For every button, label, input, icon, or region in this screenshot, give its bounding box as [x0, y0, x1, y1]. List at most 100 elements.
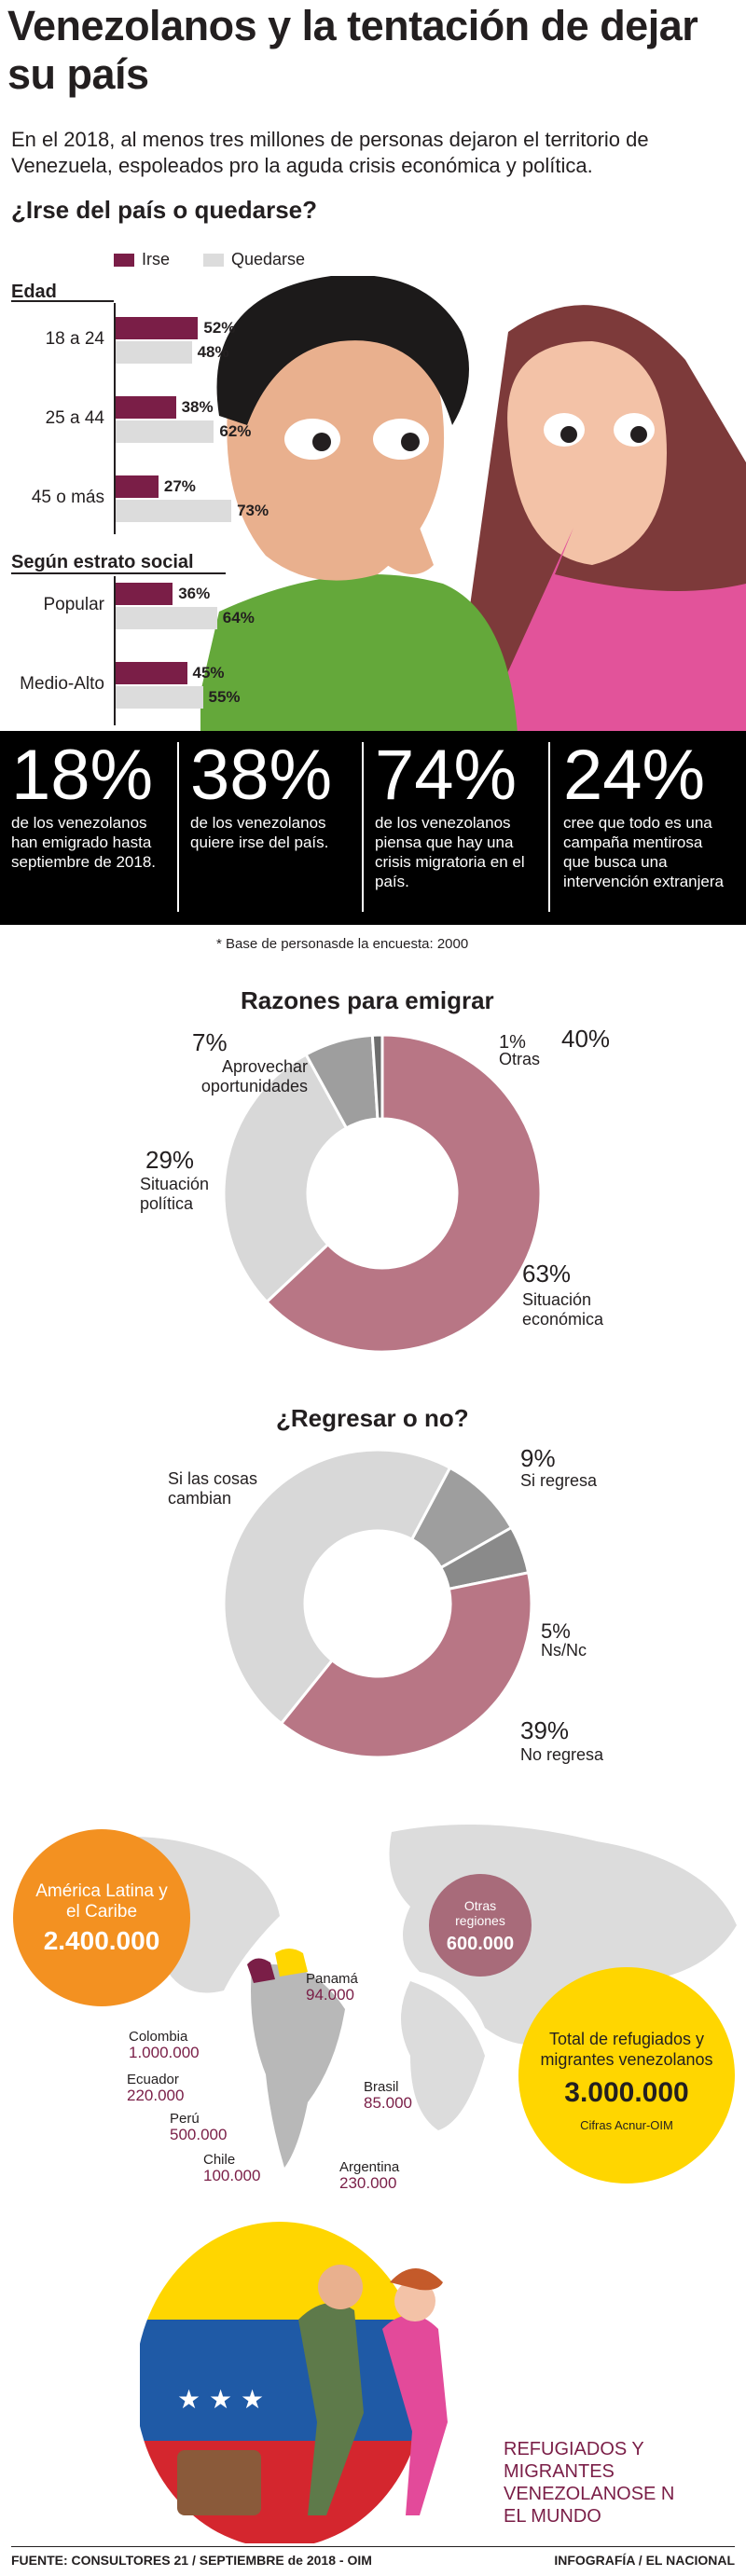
- country-brasil: Brasil 85.000: [364, 2079, 412, 2111]
- bar-category-label: Popular: [43, 595, 105, 614]
- country-value: 100.000: [203, 2167, 261, 2184]
- country-argentina: Argentina 230.000: [339, 2159, 399, 2191]
- country-value: 220.000: [127, 2087, 185, 2104]
- country-name: Perú: [170, 2111, 200, 2127]
- bar-quedarse: [116, 686, 203, 709]
- page-title: Venezolanos y la tentación de dejar su p…: [7, 2, 698, 98]
- group-underline: [11, 572, 226, 574]
- country-ecuador: Ecuador 220.000: [127, 2072, 184, 2103]
- pie2-title: ¿Regresar o no?: [276, 1404, 469, 1432]
- pie1-pol-pct: 29%: [145, 1146, 195, 1174]
- footer-source: FUENTE: CONSULTORES 21 / SEPTIEMBRE de 2…: [11, 2553, 372, 2568]
- pie-slice-no-regresa: [279, 1571, 533, 1759]
- worried-couple-illustration: [200, 276, 746, 733]
- stat-card: 18% de los venezolanos han emigrado hast…: [11, 738, 170, 872]
- country-value: 500.000: [170, 2126, 228, 2143]
- pie1-eco-pct: 63%: [522, 1260, 572, 1288]
- country-name: Argentina: [339, 2159, 400, 2175]
- pie-slice-situaci-n-pol-tica: [222, 1052, 349, 1304]
- bar-irse: [116, 475, 159, 498]
- latam-label: América Latina y el Caribe: [35, 1881, 168, 1922]
- pie-slice-si-las-cosas-cambian: [222, 1448, 452, 1726]
- bar-value-label: 64%: [222, 609, 255, 627]
- bar-value-label: 48%: [197, 343, 229, 361]
- bar-value-label: 38%: [181, 398, 214, 416]
- pie2-ns-pct: 5%: [541, 1619, 571, 1643]
- footnote: * Base de personasde la encuesta: 2000: [216, 936, 469, 952]
- group-label-edad: Edad: [11, 282, 57, 302]
- pie1-otr-label: Otras: [499, 1050, 541, 1068]
- total-value: 3.000.000: [564, 2077, 689, 2108]
- stats-divider: [362, 742, 364, 912]
- total-circle: Total de refugiados y migrantes venezola…: [518, 1967, 735, 2183]
- stat-value: 18%: [11, 736, 154, 815]
- pie1-pol-label: Situación política: [140, 1175, 210, 1213]
- pie1-title: Razones para emigrar: [241, 986, 494, 1014]
- bar-category-label: 25 a 44: [45, 408, 104, 428]
- bar-irse: [116, 662, 187, 684]
- stat-value: 38%: [190, 736, 333, 815]
- latam-value: 2.400.000: [43, 1926, 160, 1955]
- total-label: Total de refugiados y migrantes venezola…: [540, 2030, 713, 2069]
- pie1-eco-label: Situación económica: [522, 1290, 604, 1329]
- bar-category-label: Medio-Alto: [20, 674, 104, 694]
- country-colombia: Colombia 1.000.000: [129, 2029, 200, 2060]
- country-name: Chile: [203, 2152, 236, 2168]
- group-underline: [11, 300, 114, 302]
- bar-value-label: 73%: [237, 502, 269, 519]
- bar-value-label: 62%: [219, 422, 252, 440]
- pie2-si-label: Si regresa: [520, 1471, 598, 1490]
- closing-text: REFUGIADOS Y MIGRANTES VENEZOLANOSE N EL…: [504, 2439, 675, 2527]
- bar-value-label: 52%: [203, 319, 236, 337]
- pie1-chart: [222, 1033, 543, 1354]
- pie1-opo-pct: 7%: [192, 1028, 228, 1056]
- country-chile: Chile 100.000: [203, 2152, 260, 2183]
- bar-value-label: 55%: [208, 688, 241, 706]
- country-value: 94.000: [306, 1986, 354, 2004]
- country-name: Ecuador: [127, 2072, 179, 2087]
- otras-label: Otras regiones: [455, 1898, 505, 1928]
- svg-text:★ ★ ★: ★ ★ ★: [177, 2384, 264, 2415]
- legend-quedarse-label: Quedarse: [231, 250, 306, 269]
- country-name: Brasil: [364, 2079, 399, 2095]
- pie1-otr-pct: 1%: [499, 1032, 526, 1053]
- pie2-ns-label: Ns/Nc: [541, 1641, 587, 1660]
- bar-category-label: 18 a 24: [45, 329, 104, 349]
- bar-irse: [116, 317, 199, 339]
- bar-quedarse: [116, 420, 214, 443]
- stat-value: 74%: [375, 736, 518, 815]
- footer-rule: [11, 2546, 735, 2547]
- pie1-stray-label: 40%: [561, 1025, 611, 1053]
- stats-divider: [177, 742, 179, 912]
- legend-quedarse: Quedarse: [203, 250, 305, 269]
- bar-axis: [114, 576, 116, 725]
- pie2-cam-label: Si las cosas cambian: [168, 1469, 258, 1508]
- stat-text: de los venezolanos piensa que hay una cr…: [375, 814, 525, 890]
- country-name: Panamá: [306, 1971, 358, 1987]
- stat-card: 24% cree que todo es una campaña mentiro…: [563, 738, 731, 891]
- bar-chart-title: ¿Irse del país o quedarse?: [11, 196, 317, 224]
- latam-circle: América Latina y el Caribe 2.400.000: [13, 1829, 190, 2006]
- pie2-si-pct: 9%: [520, 1444, 556, 1472]
- footer-credit: INFOGRAFÍA / EL NACIONAL: [554, 2553, 735, 2568]
- bar-value-label: 36%: [178, 585, 211, 602]
- group-label-estrato: Según estrato social: [11, 552, 194, 572]
- pie2-no-pct: 39%: [520, 1716, 570, 1744]
- country-value: 1.000.000: [129, 2044, 200, 2061]
- pie2-chart: [222, 1448, 533, 1759]
- bar-value-label: 45%: [192, 664, 225, 682]
- bar-category-label: 45 o más: [31, 488, 104, 507]
- intro-text: En el 2018, al menos tres millones de pe…: [11, 128, 649, 177]
- migrants-flag-illustration: ★ ★ ★: [140, 2222, 448, 2543]
- stats-divider: [548, 742, 550, 912]
- legend-irse-label: Irse: [142, 250, 171, 269]
- country-name: Colombia: [129, 2029, 188, 2045]
- bar-quedarse: [116, 500, 232, 522]
- pie-slice-otras: [370, 1033, 384, 1121]
- legend-irse-swatch: [114, 254, 134, 268]
- pie1-opo-label: Aprovechar oportunidades: [200, 1057, 308, 1095]
- pie-slice-situaci-n-econ-mica: [264, 1033, 543, 1354]
- bar-quedarse: [116, 607, 217, 629]
- bar-irse: [116, 583, 173, 605]
- stats-band: 18% de los venezolanos han emigrado hast…: [0, 731, 746, 925]
